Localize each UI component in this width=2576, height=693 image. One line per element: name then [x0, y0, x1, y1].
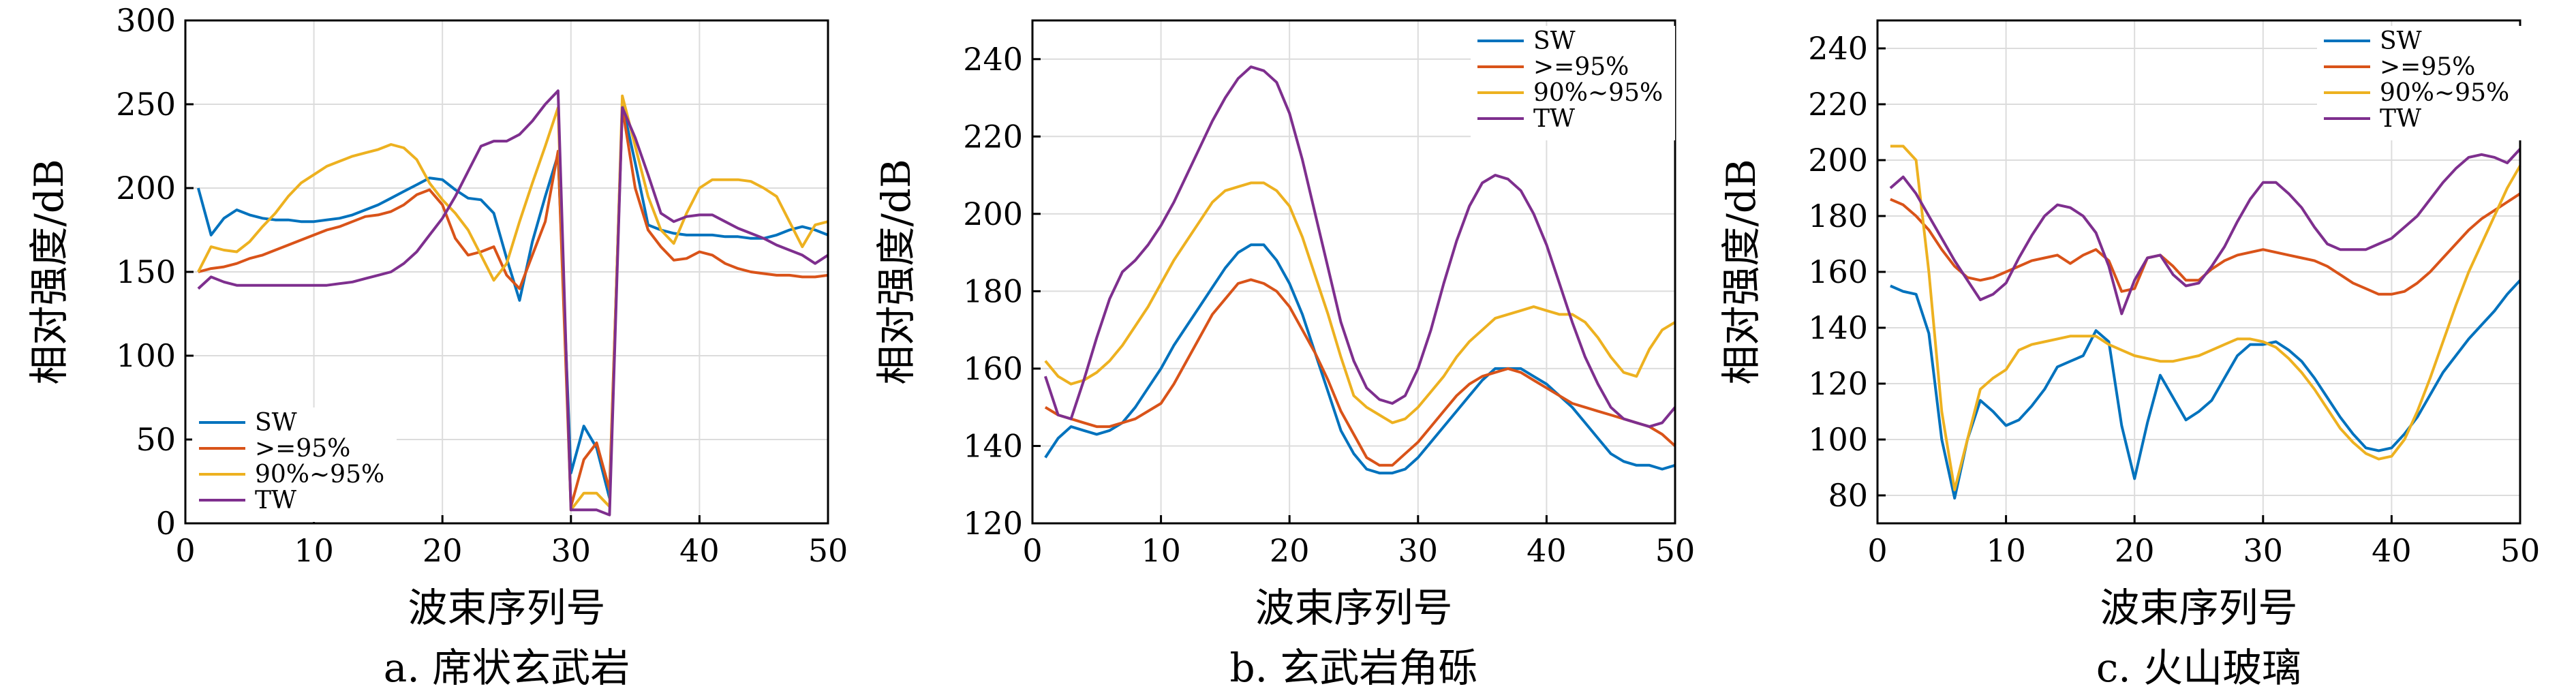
- x-axis-label: 波束序列号: [1255, 585, 1452, 631]
- x-tick-label: 10: [1141, 532, 1181, 569]
- series-line: [198, 106, 829, 508]
- legend-label: 90%~95%: [255, 461, 384, 489]
- legend-label: 90%~95%: [1533, 79, 1663, 107]
- chart-caption: c. 火山玻璃: [2096, 645, 2301, 691]
- y-tick-label: 240: [1808, 30, 1868, 67]
- legend-label: TW: [255, 487, 296, 514]
- x-tick-label: 50: [808, 532, 848, 569]
- y-tick-label: 200: [1808, 142, 1868, 179]
- legend: SW>=95%90%~95%TW: [192, 407, 397, 522]
- legend-label: >=95%: [1533, 53, 1629, 81]
- plot-frame: [1031, 19, 1676, 525]
- y-tick-label: 220: [1808, 86, 1868, 123]
- x-axis-label: 波束序列号: [2100, 585, 2297, 631]
- legend-label: TW: [1533, 105, 1575, 133]
- x-tick-label: 10: [294, 532, 334, 569]
- x-axis-label: 波束序列号: [408, 585, 605, 631]
- x-tick-label: 40: [679, 532, 720, 569]
- series-line: [197, 89, 829, 517]
- chart-panel: 0 10 20 30 40 50 120 140 160 180 200 220 240 波束序列号 相对强…: [873, 19, 1696, 691]
- series-line: [1890, 144, 2521, 491]
- y-tick-label: 80: [1828, 477, 1868, 514]
- x-tick-label: 0: [1022, 532, 1042, 569]
- legend-label: 90%~95%: [2380, 79, 2509, 107]
- x-tick-label: 20: [2115, 532, 2155, 569]
- y-tick-label: 0: [156, 505, 176, 542]
- x-tick-label: 30: [1398, 532, 1439, 569]
- y-axis-label: 相对强度/dB: [26, 159, 72, 384]
- y-axis-label: 相对强度/dB: [1718, 159, 1764, 384]
- chart-panel: 0 10 20 30 40 50 0 50 100 150 200 250 300 波束序列号 相对强度/d…: [26, 2, 848, 691]
- x-tick-label: 50: [2500, 532, 2541, 569]
- legend-label: SW: [1533, 27, 1576, 55]
- y-tick-label: 220: [963, 118, 1023, 155]
- x-tick-label: 40: [1527, 532, 1567, 569]
- x-tick-label: 20: [423, 532, 463, 569]
- legend-label: SW: [255, 409, 297, 437]
- legend-label: >=95%: [2380, 53, 2475, 81]
- series-line: [197, 94, 829, 512]
- y-tick-label: 180: [963, 273, 1023, 309]
- chart-panel: 0 10 20 30 40 50 80 100 120 140 160 180 200 220 240 波束序…: [1718, 19, 2541, 691]
- y-tick-label: 200: [116, 170, 176, 206]
- y-tick-label: 140: [1808, 309, 1868, 346]
- y-tick-label: 250: [116, 86, 176, 123]
- y-axis-label: 相对强度/dB: [873, 159, 919, 384]
- legend-label: TW: [2380, 105, 2421, 133]
- series-line: [1044, 181, 1676, 425]
- legend: SW>=95%90%~95%TW: [1471, 26, 1675, 140]
- y-tick-label: 240: [963, 41, 1023, 78]
- y-tick-label: 120: [963, 505, 1023, 542]
- x-tick-label: 10: [1986, 532, 2026, 569]
- y-tick-label: 100: [116, 337, 176, 374]
- y-tick-label: 140: [963, 427, 1023, 464]
- y-tick-label: 160: [1808, 253, 1868, 290]
- x-tick-label: 20: [1270, 532, 1310, 569]
- x-tick-label: 30: [2243, 532, 2284, 569]
- x-tick-label: 50: [1655, 532, 1696, 569]
- series-line: [1044, 65, 1676, 429]
- y-tick-label: 120: [1808, 365, 1868, 402]
- y-tick-label: 300: [116, 2, 176, 39]
- y-tick-label: 160: [963, 350, 1023, 387]
- legend-box: [1471, 26, 1675, 140]
- chart-caption: b. 玄武岩角砾: [1229, 645, 1477, 691]
- legend-label: SW: [2380, 27, 2422, 55]
- x-tick-label: 0: [1867, 532, 1887, 569]
- legend-box: [192, 407, 397, 522]
- series-line: [1890, 279, 2521, 500]
- series-line: [1044, 243, 1676, 475]
- y-tick-label: 180: [1808, 198, 1868, 234]
- legend: SW>=95%90%~95%TW: [2317, 26, 2521, 140]
- x-tick-label: 0: [175, 532, 195, 569]
- x-tick-label: 40: [2372, 532, 2412, 569]
- legend-box: [2317, 26, 2521, 140]
- y-tick-label: 200: [963, 196, 1023, 232]
- y-tick-label: 150: [116, 253, 176, 290]
- series-line: [1890, 192, 2521, 296]
- y-tick-label: 100: [1808, 421, 1868, 458]
- series-line: [1044, 278, 1676, 467]
- legend-label: >=95%: [255, 435, 350, 463]
- series-line: [196, 103, 829, 500]
- x-tick-label: 30: [551, 532, 592, 569]
- series-line: [1889, 148, 2521, 315]
- chart-caption: a. 席状玄武岩: [384, 645, 630, 691]
- y-tick-label: 50: [136, 421, 176, 458]
